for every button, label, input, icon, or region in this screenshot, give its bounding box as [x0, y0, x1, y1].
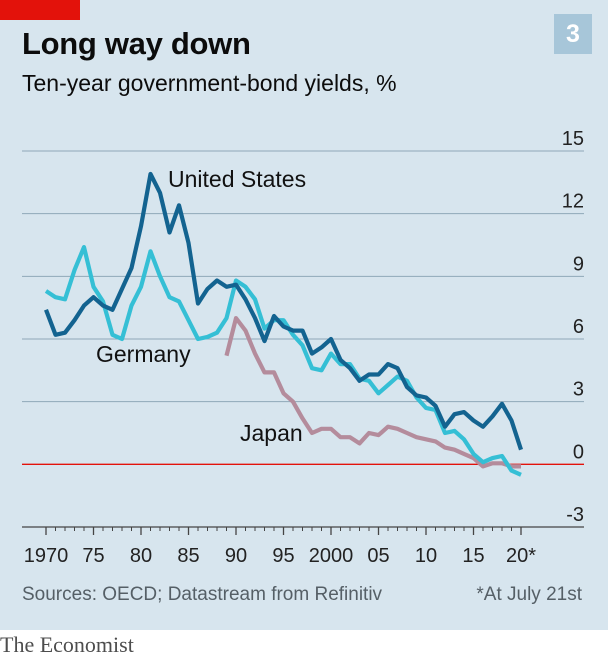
series-line-germany: [44, 245, 522, 477]
chart-subtitle: Ten-year government-bond yields, %: [22, 70, 397, 96]
x-tick-label: 15: [462, 545, 484, 567]
x-tick-label: 20*: [506, 545, 536, 567]
x-tick-label: 75: [82, 545, 104, 567]
series-labels: United States Germany Japan: [96, 166, 306, 446]
y-tick-label: -3: [566, 504, 584, 526]
series-label-united-states: United States: [168, 166, 306, 192]
x-tick-label: 05: [367, 545, 389, 567]
economist-logo-text: The Economist: [0, 632, 134, 657]
series-label-japan: Japan: [240, 420, 303, 446]
series-line-japan: [224, 316, 521, 469]
y-tick-label: 3: [573, 379, 584, 401]
y-tick-label: 6: [573, 316, 584, 338]
x-tick-label: 85: [177, 545, 199, 567]
gridlines: [22, 150, 584, 528]
series-lines: [44, 171, 523, 477]
series-line-united-states: [44, 171, 523, 451]
x-axis: 1970 75 80 85 90 95 2000 05 10 15 20*: [24, 527, 536, 567]
y-tick-label: 0: [573, 441, 584, 463]
y-tick-label: 9: [573, 253, 584, 275]
y-tick-label: 12: [562, 191, 584, 213]
x-tick-label: 2000: [309, 545, 354, 567]
sources-note: Sources: OECD; Datastream from Refinitiv: [22, 584, 383, 605]
line-chart: 1970 75 80 85 90 95 2000 05 10 15 20* 15 12 9 6 3 0 -3 U…: [22, 128, 584, 567]
x-tick-label: 95: [272, 545, 294, 567]
series-label-germany: Germany: [96, 341, 191, 367]
chart-title: Long way down: [22, 26, 251, 61]
x-tick-label: 90: [225, 545, 247, 567]
x-tick-label: 80: [130, 545, 152, 567]
brand-red-tag: [0, 0, 80, 20]
y-tick-label: 15: [562, 128, 584, 150]
footnote: *At July 21st: [476, 584, 582, 605]
y-axis-tick-labels: 15 12 9 6 3 0 -3: [562, 128, 584, 526]
chart-panel: [0, 0, 608, 630]
chart-number-badge: 3: [554, 14, 592, 54]
x-tick-label: 10: [415, 545, 437, 567]
x-tick-label: 1970: [24, 545, 69, 567]
